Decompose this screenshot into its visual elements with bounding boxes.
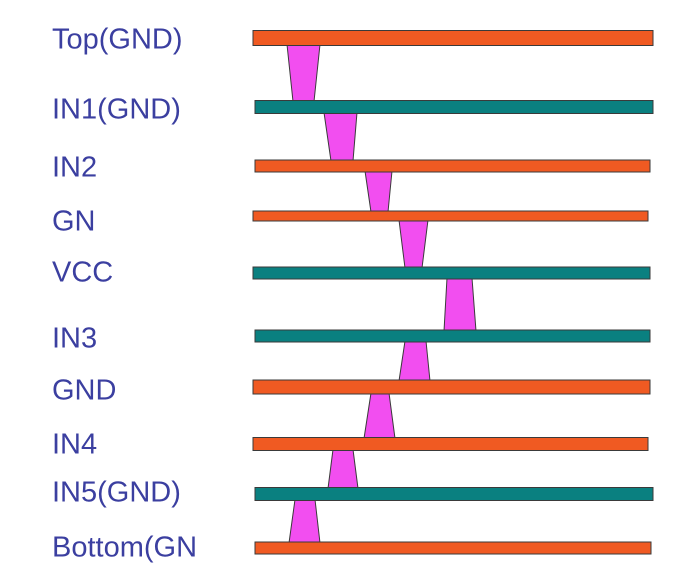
layer-group: [252, 30, 654, 555]
layer-bar-10: [254, 541, 652, 555]
layer-label-9: IN5(GND): [52, 476, 181, 509]
via-5-6: [443, 277, 477, 332]
layer-bar-7: [252, 379, 651, 395]
layer-bar-5: [252, 266, 651, 280]
layer-label-10: Bottom(GN: [52, 531, 198, 564]
via-3-4: [364, 170, 393, 213]
layer-bar-4: [252, 210, 649, 222]
layer-label-7: GND: [52, 374, 117, 407]
layer-bar-1: [252, 30, 654, 46]
via-9-10: [288, 499, 321, 544]
via-4-5: [398, 219, 429, 269]
via-6-7: [398, 340, 431, 382]
layer-bar-3: [254, 159, 651, 173]
layer-label-1: Top(GND): [52, 23, 183, 56]
layer-label-6: IN3: [52, 322, 98, 355]
layer-bar-2: [254, 100, 654, 114]
layer-bar-8: [252, 437, 649, 451]
via-2-3: [323, 112, 358, 162]
layer-label-5: VCC: [52, 256, 114, 289]
layer-bar-9: [254, 487, 654, 501]
layer-label-4: GN: [52, 205, 96, 238]
layer-label-2: IN1(GND): [52, 93, 181, 126]
via-group: [286, 44, 477, 544]
via-8-9: [327, 449, 359, 489]
layer-label-3: IN2: [52, 151, 98, 184]
via-7-8: [363, 392, 396, 439]
via-1-2: [286, 44, 321, 102]
layer-bar-6: [254, 329, 651, 343]
layer-label-8: IN4: [52, 428, 98, 461]
